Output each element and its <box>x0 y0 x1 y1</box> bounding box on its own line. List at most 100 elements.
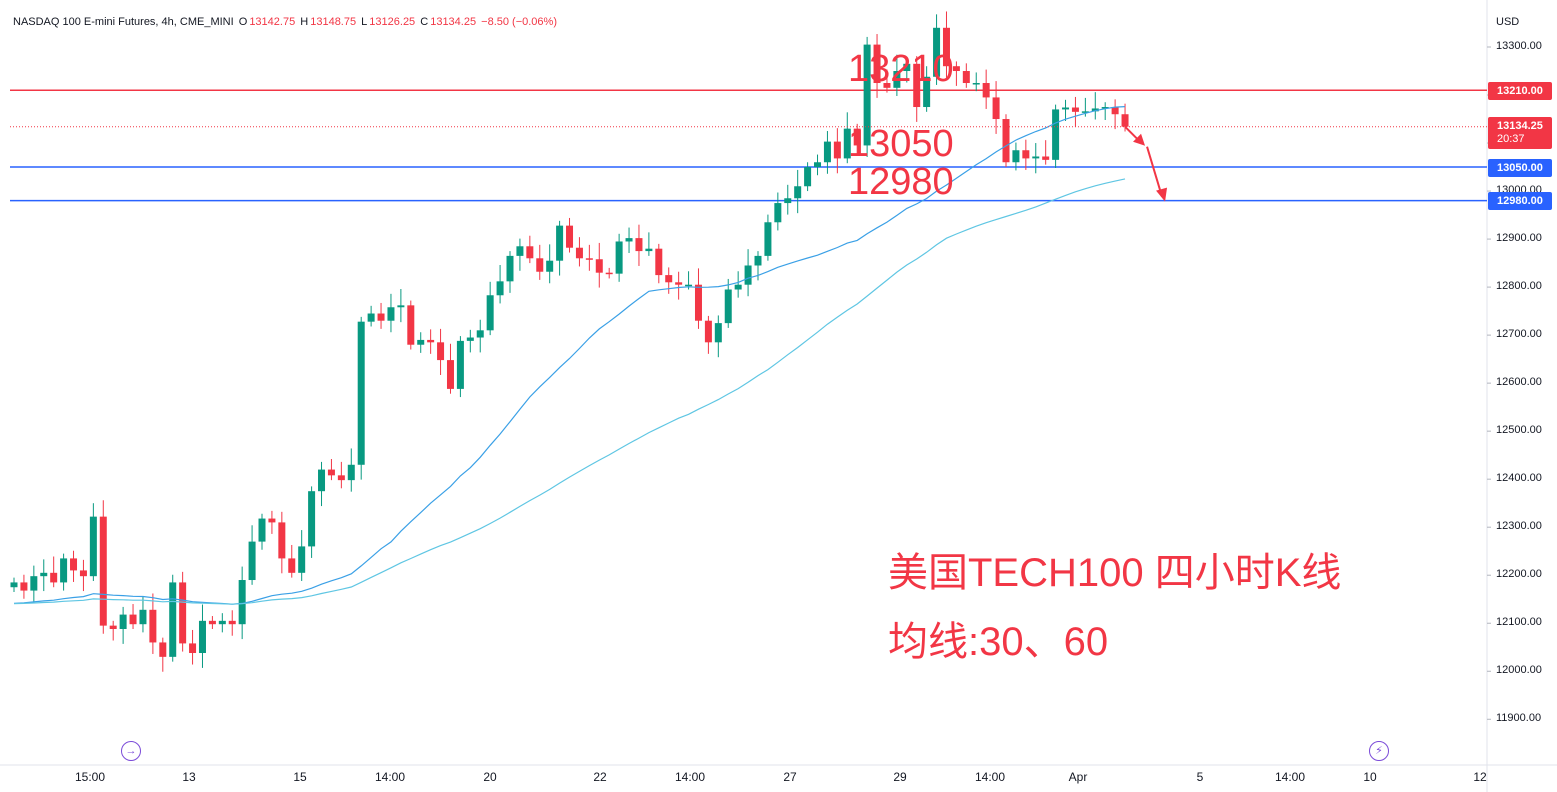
candle[interactable] <box>357 316 365 480</box>
candle[interactable] <box>923 66 931 112</box>
candle[interactable] <box>40 559 48 592</box>
candle[interactable] <box>744 249 752 297</box>
candle[interactable] <box>843 112 851 164</box>
candle[interactable] <box>308 486 316 558</box>
candle[interactable] <box>149 593 157 654</box>
candle[interactable] <box>347 448 355 492</box>
candle[interactable] <box>952 61 960 86</box>
candle[interactable] <box>655 243 663 284</box>
candle[interactable] <box>367 305 375 327</box>
candle[interactable] <box>724 278 732 328</box>
candle[interactable] <box>823 131 831 174</box>
candle[interactable] <box>784 184 792 215</box>
candle[interactable] <box>903 59 911 83</box>
candle[interactable] <box>20 574 28 599</box>
candle[interactable] <box>387 293 395 333</box>
candle[interactable] <box>804 162 812 192</box>
candle[interactable] <box>933 14 941 85</box>
candle[interactable] <box>437 328 445 375</box>
candle[interactable] <box>962 63 970 88</box>
candle[interactable] <box>337 461 345 489</box>
candle[interactable] <box>1042 140 1050 165</box>
candle[interactable] <box>1002 114 1010 168</box>
candle[interactable] <box>30 565 38 603</box>
candle[interactable] <box>208 616 216 630</box>
candle[interactable] <box>288 544 296 578</box>
candle[interactable] <box>605 267 613 279</box>
candle[interactable] <box>635 224 643 266</box>
candle[interactable] <box>704 315 712 354</box>
lightning-marker-icon[interactable]: ⚡ <box>1369 741 1389 761</box>
candle[interactable] <box>774 192 782 231</box>
candle[interactable] <box>119 606 127 644</box>
candle[interactable] <box>714 315 722 358</box>
symbol-title[interactable]: NASDAQ 100 E-mini Futures, 4h, CME_MINI <box>13 16 234 28</box>
candle[interactable] <box>516 238 524 271</box>
candle[interactable] <box>486 281 494 336</box>
candle[interactable] <box>496 265 504 304</box>
candle[interactable] <box>734 271 742 298</box>
candle[interactable] <box>50 556 58 588</box>
candle[interactable] <box>139 596 147 633</box>
candle[interactable] <box>109 620 117 641</box>
candle[interactable] <box>198 604 206 668</box>
candle[interactable] <box>1091 92 1099 120</box>
candle[interactable] <box>258 513 266 550</box>
candle[interactable] <box>1101 102 1109 120</box>
candle[interactable] <box>675 271 683 300</box>
candle[interactable] <box>566 217 574 253</box>
candle[interactable] <box>169 574 177 662</box>
candle[interactable] <box>89 503 97 581</box>
candle[interactable] <box>417 332 425 353</box>
candle[interactable] <box>1032 143 1040 174</box>
candle[interactable] <box>645 232 653 256</box>
candle[interactable] <box>179 571 187 652</box>
candle[interactable] <box>10 577 18 593</box>
candle[interactable] <box>764 214 772 261</box>
candle[interactable] <box>694 268 702 329</box>
candle[interactable] <box>873 34 881 98</box>
candle[interactable] <box>427 329 435 354</box>
candle[interactable] <box>1111 99 1119 130</box>
candle[interactable] <box>913 56 921 122</box>
candle[interactable] <box>526 235 534 264</box>
candle[interactable] <box>893 54 901 96</box>
candle[interactable] <box>972 72 980 92</box>
candle[interactable] <box>536 244 544 280</box>
candle[interactable] <box>556 220 564 276</box>
candle[interactable] <box>1052 104 1060 169</box>
candle[interactable] <box>625 227 633 254</box>
candle[interactable] <box>327 459 335 481</box>
candle[interactable] <box>585 244 593 271</box>
candle[interactable] <box>318 461 326 507</box>
candle[interactable] <box>278 511 286 574</box>
candle[interactable] <box>1071 96 1079 127</box>
candle[interactable] <box>1012 142 1020 171</box>
candle[interactable] <box>129 604 137 630</box>
candle[interactable] <box>377 302 385 329</box>
candle[interactable] <box>863 36 871 157</box>
candle[interactable] <box>228 610 236 636</box>
candle[interactable] <box>298 530 306 581</box>
candle[interactable] <box>60 553 68 591</box>
candle[interactable] <box>79 559 87 592</box>
candle[interactable] <box>853 123 861 154</box>
candle[interactable] <box>1022 139 1030 170</box>
candle[interactable] <box>665 267 673 294</box>
candle[interactable] <box>595 242 603 288</box>
candle[interactable] <box>575 237 583 267</box>
candle[interactable] <box>456 336 464 398</box>
candle[interactable] <box>218 613 226 633</box>
candle[interactable] <box>794 169 802 214</box>
candle[interactable] <box>189 629 197 665</box>
candle[interactable] <box>992 81 1000 134</box>
candle[interactable] <box>268 510 276 534</box>
candle[interactable] <box>476 319 484 353</box>
candle[interactable] <box>248 525 256 585</box>
candle[interactable] <box>615 233 623 282</box>
candle[interactable] <box>99 500 107 634</box>
candle[interactable] <box>883 69 891 93</box>
candle[interactable] <box>942 11 950 78</box>
candle[interactable] <box>407 300 415 350</box>
